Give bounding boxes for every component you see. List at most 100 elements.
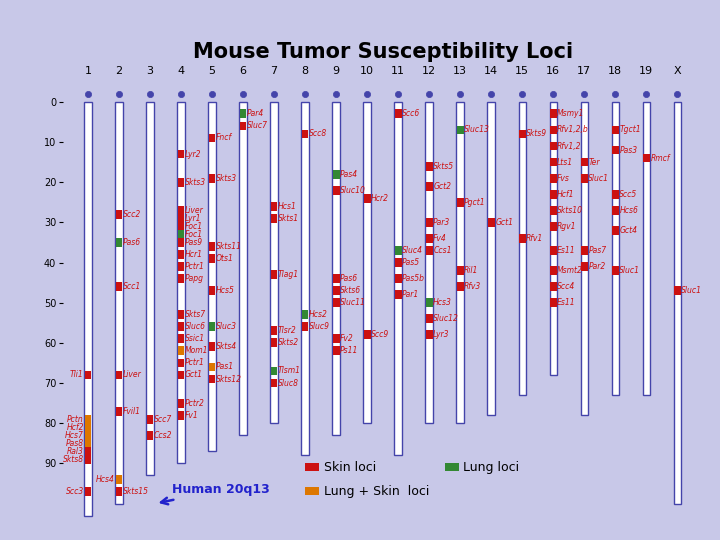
Text: Skts5: Skts5 — [433, 161, 454, 171]
Bar — [426, 182, 433, 191]
Text: Tgct1: Tgct1 — [619, 125, 641, 134]
Text: Skts12: Skts12 — [216, 375, 242, 383]
Bar — [581, 174, 588, 183]
Bar — [456, 198, 464, 207]
Text: Scc6: Scc6 — [402, 110, 420, 118]
Text: Skts7: Skts7 — [185, 310, 206, 319]
Bar — [178, 322, 184, 331]
Bar — [550, 190, 557, 199]
Bar — [115, 238, 122, 247]
Bar — [550, 141, 557, 151]
Text: Skts6: Skts6 — [340, 286, 361, 295]
Bar — [271, 367, 277, 375]
Text: Skts8: Skts8 — [63, 455, 84, 464]
Bar — [115, 407, 122, 416]
Text: Ccs2: Ccs2 — [154, 431, 173, 440]
Bar — [84, 455, 91, 464]
Bar — [426, 234, 433, 243]
Text: Skts10: Skts10 — [557, 206, 583, 215]
Bar — [612, 146, 618, 154]
Text: Sluc1: Sluc1 — [681, 286, 703, 295]
Text: Pas5: Pas5 — [402, 258, 420, 267]
Text: Skts3: Skts3 — [185, 178, 206, 187]
Text: Hcs4: Hcs4 — [96, 475, 115, 484]
Bar — [395, 258, 402, 267]
Text: Hcr1: Hcr1 — [185, 250, 203, 259]
Text: Tlsr2: Tlsr2 — [278, 326, 297, 335]
Text: Skts9: Skts9 — [526, 130, 547, 138]
Bar — [209, 362, 215, 372]
Text: Pas6: Pas6 — [340, 274, 359, 283]
Bar — [611, 102, 619, 395]
Text: Pas3: Pas3 — [619, 145, 637, 154]
Text: Scc2: Scc2 — [123, 210, 141, 219]
Text: Skts1: Skts1 — [278, 214, 300, 223]
Text: Es11: Es11 — [557, 298, 576, 307]
Bar — [612, 226, 618, 235]
Bar — [580, 102, 588, 415]
Bar — [643, 154, 649, 163]
Text: Pas9: Pas9 — [185, 238, 203, 247]
Text: Tlag1: Tlag1 — [278, 270, 300, 279]
Text: Rfv1,2,b: Rfv1,2,b — [557, 125, 589, 134]
Bar — [550, 298, 557, 307]
Bar — [456, 102, 464, 423]
Text: Par2: Par2 — [588, 262, 606, 271]
Text: Pas5b: Pas5b — [402, 274, 426, 283]
Bar — [209, 375, 215, 383]
Text: Sluc9: Sluc9 — [309, 322, 330, 331]
Text: Fvs: Fvs — [557, 174, 570, 183]
Bar — [456, 266, 464, 275]
Bar — [178, 411, 184, 420]
Bar — [519, 130, 526, 138]
Bar — [178, 359, 184, 367]
Text: Rmcf: Rmcf — [650, 153, 670, 163]
Text: Lts1: Lts1 — [557, 158, 573, 166]
Bar — [305, 463, 319, 471]
Bar — [333, 274, 340, 283]
Text: Ots1: Ots1 — [216, 254, 234, 263]
Bar — [456, 125, 464, 134]
Bar — [271, 326, 277, 335]
Text: Sluc7: Sluc7 — [247, 122, 268, 131]
Bar — [395, 246, 402, 255]
Text: Es11: Es11 — [557, 246, 576, 255]
Bar — [333, 286, 340, 295]
Text: Tlsm1: Tlsm1 — [278, 367, 301, 375]
Bar — [550, 222, 557, 231]
Bar — [550, 110, 557, 118]
Bar — [84, 431, 91, 440]
Bar — [518, 102, 526, 395]
Text: Fv1: Fv1 — [185, 410, 199, 420]
Bar — [178, 262, 184, 271]
Text: Hcs7: Hcs7 — [65, 431, 84, 440]
Text: Par1: Par1 — [402, 290, 420, 299]
Text: Pgct1: Pgct1 — [464, 198, 486, 207]
Bar — [208, 102, 216, 451]
Bar — [115, 102, 122, 503]
Text: Skts15: Skts15 — [123, 487, 149, 496]
Text: Sluc3: Sluc3 — [216, 322, 237, 331]
Bar — [333, 186, 340, 194]
Bar — [333, 102, 340, 435]
Bar — [581, 262, 588, 271]
Bar — [147, 431, 153, 440]
Text: Pas8: Pas8 — [66, 439, 84, 448]
Text: Gct4: Gct4 — [619, 226, 637, 235]
Text: Scc5: Scc5 — [619, 190, 638, 199]
Bar — [115, 475, 122, 484]
Bar — [302, 130, 308, 138]
Text: Fv2: Fv2 — [340, 334, 354, 343]
Bar — [178, 310, 184, 319]
Bar — [178, 399, 184, 408]
Text: Rfv1,2: Rfv1,2 — [557, 141, 582, 151]
Bar — [333, 298, 340, 307]
Bar — [178, 214, 184, 222]
Text: Scc9: Scc9 — [371, 330, 390, 339]
Bar — [612, 190, 618, 199]
Bar — [519, 234, 526, 243]
Bar — [115, 370, 122, 380]
Text: Skin loci: Skin loci — [324, 461, 376, 474]
Text: Human 20q13: Human 20q13 — [161, 483, 269, 504]
Text: Lyr2: Lyr2 — [185, 150, 202, 159]
